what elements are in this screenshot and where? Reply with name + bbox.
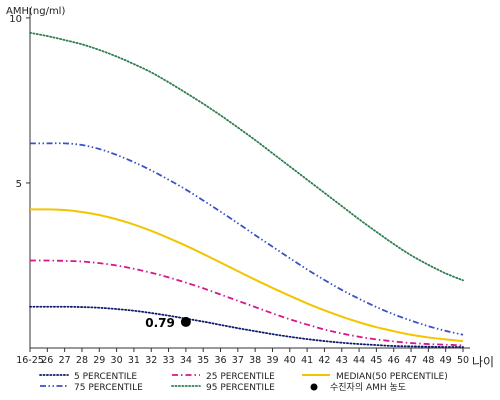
series-lines <box>29 31 464 348</box>
legend-label-3: 75 PERCENTILE <box>74 383 143 393</box>
legend-label-1: 25 PERCENTILE <box>206 372 275 382</box>
series-line-3 <box>30 142 464 336</box>
x-tick-label: 33 <box>163 355 175 366</box>
axes <box>29 8 470 349</box>
legend: 5 PERCENTILE 25 PERCENTILE MEDIAN(50 PERCE… <box>39 372 448 393</box>
x-tick-label: 50 <box>457 355 469 366</box>
x-tick-label: 37 <box>232 355 244 366</box>
series-line-2 <box>29 208 464 343</box>
patient-amh-value-label: 0.79 <box>145 316 175 330</box>
x-tick-label: 39 <box>266 355 278 366</box>
x-tick-label: 27 <box>59 355 71 366</box>
x-tick-label: 43 <box>336 355 348 366</box>
x-tick-label: 34 <box>180 355 192 366</box>
series-line-1 <box>29 259 464 347</box>
series-line-4 <box>29 31 464 282</box>
y-axis-label: AMH(ng/ml) <box>6 6 65 17</box>
patient-marker-group: 0.79 <box>145 316 191 330</box>
y-ticks: 10 5 <box>9 14 30 190</box>
series-line-0 <box>29 305 464 348</box>
x-tick-label: 28 <box>76 355 88 366</box>
x-tick-label: 41 <box>301 355 313 366</box>
x-tick-label: 40 <box>284 355 296 366</box>
x-tick-label: 42 <box>318 355 330 366</box>
legend-label-4: 95 PERCENTILE <box>206 383 275 393</box>
legend-label-2: MEDIAN(50 PERCENTILE) <box>336 372 448 382</box>
y-tick-label: 5 <box>16 179 22 190</box>
x-tick-label: 36 <box>214 355 226 366</box>
patient-amh-point <box>180 316 191 327</box>
x-tick-label: 30 <box>111 355 123 366</box>
x-tick-label: 35 <box>197 355 209 366</box>
x-tick-label: 45 <box>370 355 382 366</box>
x-tick-label: 16-25 <box>16 355 44 366</box>
legend-label-0: 5 PERCENTILE <box>74 372 137 382</box>
y-tick-label: 10 <box>9 14 22 25</box>
x-tick-label: 49 <box>440 355 452 366</box>
x-tick-label: 32 <box>145 355 157 366</box>
x-tick-label: 48 <box>422 355 434 366</box>
x-tick-label: 31 <box>128 355 140 366</box>
x-tick-label: 29 <box>93 355 105 366</box>
x-tick-label: 47 <box>405 355 417 366</box>
x-tick-label: 26 <box>41 355 53 366</box>
x-tick-label: 46 <box>388 355 400 366</box>
legend-label-marker: 수진자의 AMH 농도 <box>330 382 406 393</box>
legend-marker-icon <box>310 383 318 391</box>
x-tick-label: 38 <box>249 355 261 366</box>
x-axis-label: 나이 <box>472 355 494 369</box>
x-tick-label: 44 <box>353 355 365 366</box>
